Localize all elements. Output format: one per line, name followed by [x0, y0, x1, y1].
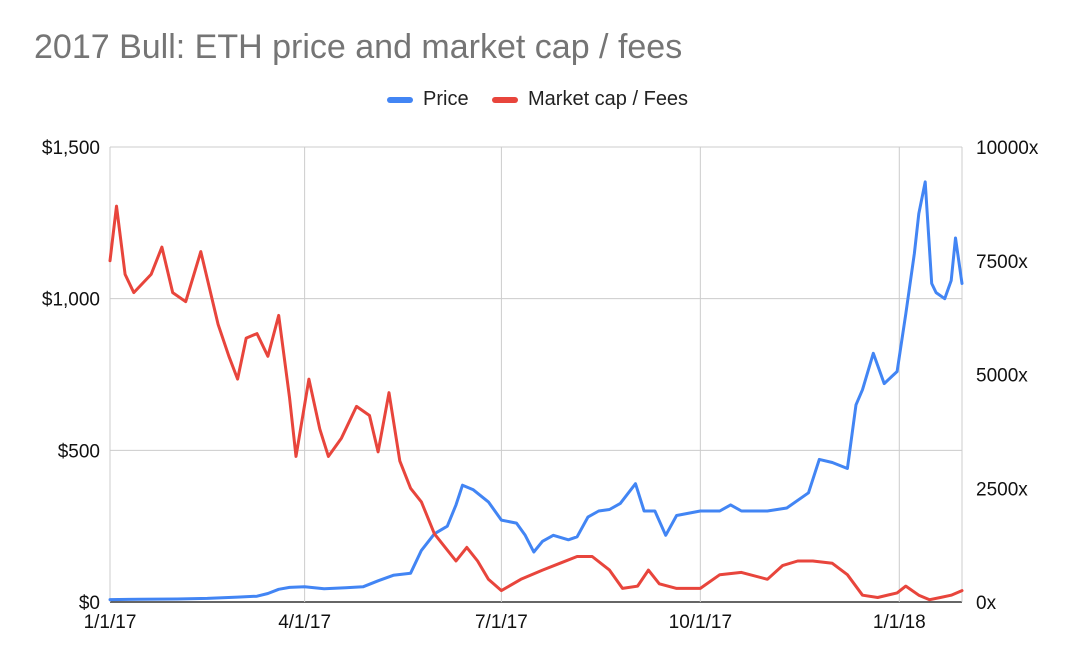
chart-title: 2017 Bull: ETH price and market cap / fe…: [34, 28, 683, 66]
y-right-tick-label: 7500x: [976, 252, 1028, 273]
y-right-tick-label: 0x: [976, 593, 997, 614]
series-line-price: [108, 180, 964, 602]
x-tick-label: 1/1/17: [84, 612, 137, 633]
legend-item-price[interactable]: Price: [387, 88, 469, 111]
series-line-market-cap-fees: [108, 204, 964, 602]
y-right-tick-label: 10000x: [976, 138, 1039, 159]
legend-label-market-cap-fees: Market cap / Fees: [528, 88, 689, 110]
legend-label-price: Price: [423, 88, 469, 110]
x-tick-label: 7/1/17: [475, 612, 528, 633]
x-tick-label: 10/1/17: [669, 612, 732, 633]
y-left-tick-label: $1,500: [42, 138, 100, 159]
legend-swatch-price: [387, 96, 413, 103]
legend-item-market-cap-fees[interactable]: Market cap / Fees: [492, 88, 688, 111]
legend-swatch-market-cap-fees: [492, 96, 518, 103]
y-right-tick-label: 5000x: [976, 366, 1028, 387]
x-tick-label: 1/1/18: [873, 612, 926, 633]
y-left-tick-label: $0: [79, 593, 100, 614]
legend: Price Market cap / Fees: [0, 88, 1080, 116]
y-left-tick-label: $1,000: [42, 290, 100, 311]
y-left-tick-label: $500: [58, 441, 100, 462]
x-tick-label: 4/1/17: [278, 612, 331, 633]
y-right-tick-label: 2500x: [976, 479, 1028, 500]
